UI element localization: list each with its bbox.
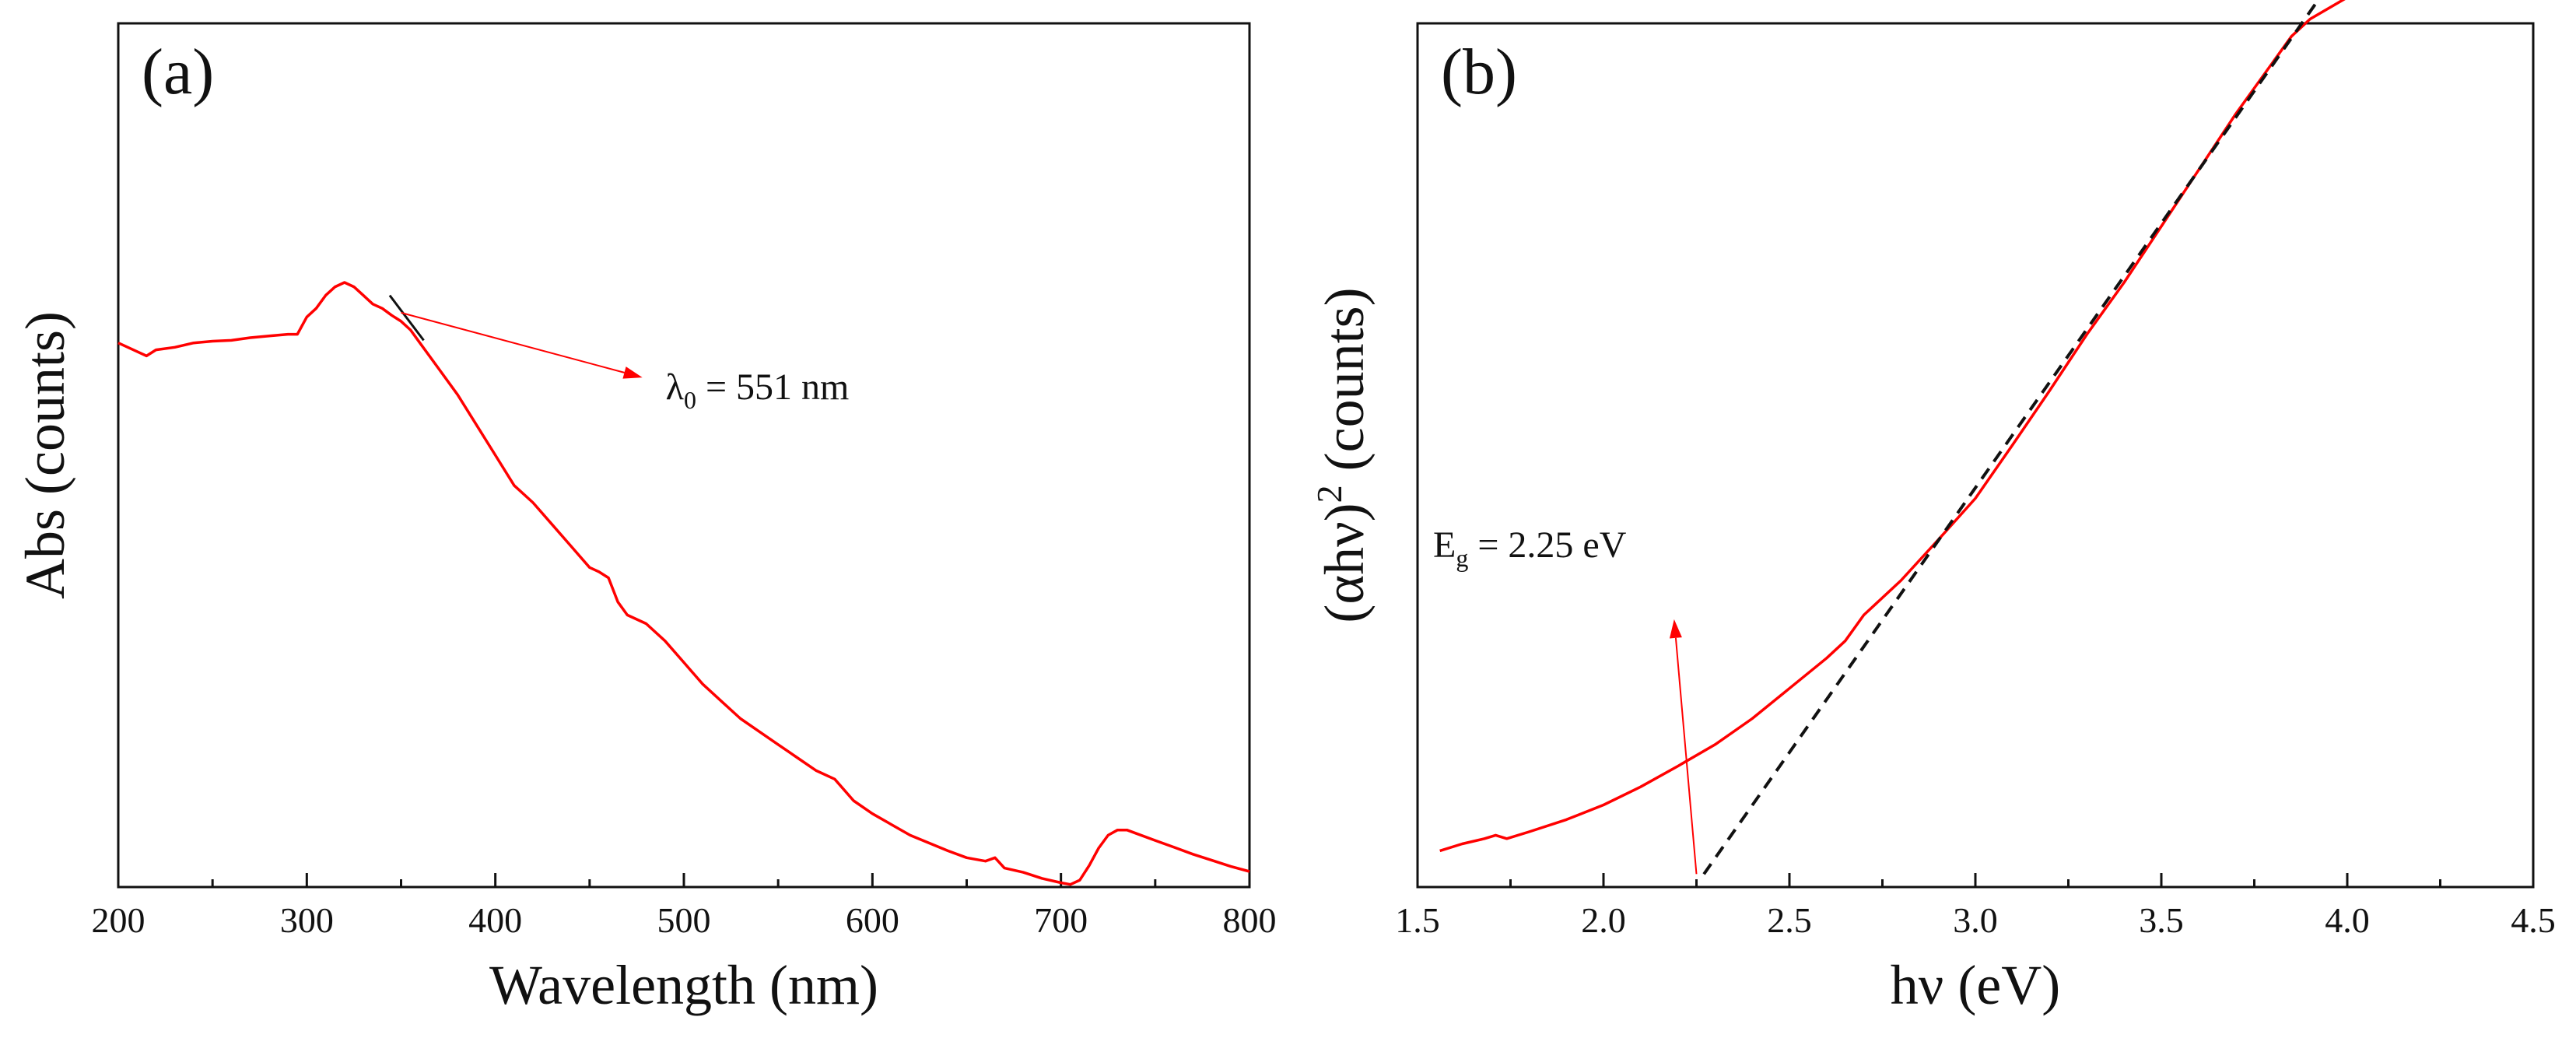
y-axis-title-a: Abs (counts): [14, 311, 76, 599]
x-tick-label: 700: [1034, 900, 1088, 940]
tauc-curve: [1439, 0, 2346, 853]
panel-label-b: (b): [1441, 36, 1517, 108]
panel-a: 200 300 400 500 600 700 800 (a) λ0 = 551 nm Wa…: [14, 22, 1277, 1016]
annotation-a-main: λ: [666, 366, 685, 408]
x-tick-label: 500: [657, 900, 711, 940]
x-axis-title-a: Wavelength (nm): [489, 954, 878, 1016]
x-tick-label: 1.5: [1395, 900, 1440, 940]
x-tick-label: 2.5: [1767, 900, 1812, 940]
annotation-arrowhead-a: [622, 366, 643, 379]
x-ticks-a: 200 300 400 500 600 700 800: [92, 873, 1277, 940]
x-tick-label: 2.0: [1581, 900, 1626, 940]
x-tick-label: 4.0: [2325, 900, 2370, 940]
annotation-b-main: E: [1433, 524, 1456, 566]
absorbance-curve: [117, 281, 1250, 886]
x-tick-label: 400: [468, 900, 522, 940]
x-tick-label: 3.0: [1953, 900, 1998, 940]
y-axis-title-b-main: (αhν): [1313, 503, 1376, 622]
annotation-b-sub: g: [1456, 544, 1468, 572]
y-axis-title-b-rest: (counts): [1313, 287, 1376, 485]
panel-label-a: (a): [142, 36, 214, 108]
x-tick-label: 4.5: [2511, 900, 2556, 940]
annotation-arrow-a: [401, 311, 625, 373]
annotation-text-b: Eg = 2.25 eV: [1433, 524, 1627, 572]
panel-b: 1.5 2.0 2.5 3.0 3.5 4.0 4.5 (b) Eg = 2.25 eV h…: [1309, 0, 2556, 1016]
x-tick-label: 300: [280, 900, 334, 940]
x-tick-label: 200: [92, 900, 145, 940]
annotation-a-sub: 0: [684, 386, 696, 414]
linear-fit-line: [1702, 0, 2321, 875]
x-ticks-b: 1.5 2.0 2.5 3.0 3.5 4.0 4.5: [1395, 873, 2556, 940]
annotation-text-a: λ0 = 551 nm: [666, 366, 850, 414]
x-tick-label: 600: [846, 900, 899, 940]
x-axis-title-b: hν (eV): [1891, 954, 2060, 1016]
annotation-arrow-b: [1674, 637, 1698, 875]
plot-frame-a: [117, 22, 1251, 889]
x-tick-label: 800: [1223, 900, 1277, 940]
plot-frame-b: [1416, 22, 2535, 889]
annotation-b-rest: = 2.25 eV: [1468, 524, 1626, 566]
y-axis-title-b-sup: 2: [1309, 485, 1349, 503]
annotation-a-rest: = 551 nm: [696, 366, 849, 408]
y-axis-title-b: (αhν)2 (counts): [1309, 287, 1376, 622]
annotation-arrowhead-b: [1669, 619, 1682, 639]
x-tick-label: 3.5: [2139, 900, 2184, 940]
tangent-line: [388, 294, 425, 342]
